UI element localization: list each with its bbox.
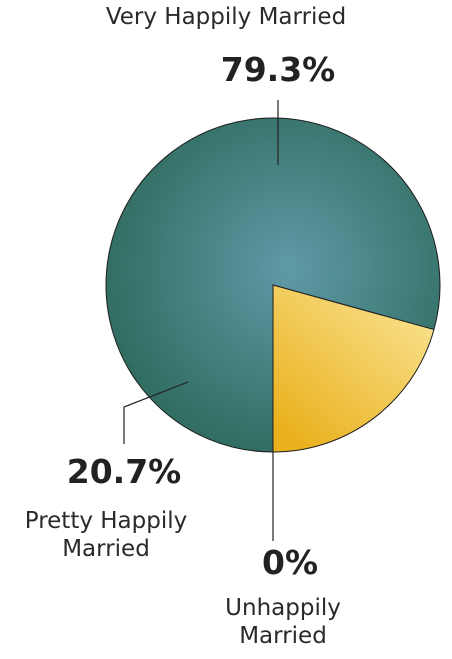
pretty-happily-married-name-text: Pretty Happily Married xyxy=(24,508,188,562)
pie-slice-very-happily-married xyxy=(105,117,441,453)
pie-slice-pretty-happily-married xyxy=(272,284,435,453)
slice-label-pretty-happily-married-name: Pretty Happily Married xyxy=(6,508,206,563)
slice-label-pretty-happily-married-value: 20.7% xyxy=(66,452,182,491)
slice-label-unhappily-married-value: 0% xyxy=(261,543,319,582)
leader-line-pretty-happily-married xyxy=(123,381,189,444)
unhappily-married-name-text: Unhappily Married xyxy=(225,595,341,649)
slice-label-very-happily-married-value: 79.3% xyxy=(220,50,336,89)
slice-label-very-happily-married-name: Very Happily Married xyxy=(105,4,347,30)
slice-label-unhappily-married-name: Unhappily Married xyxy=(198,595,368,650)
